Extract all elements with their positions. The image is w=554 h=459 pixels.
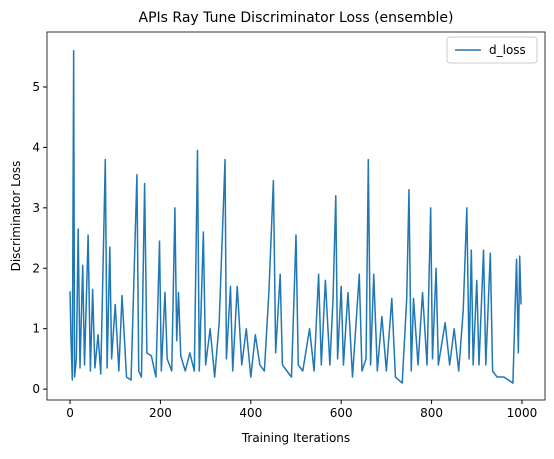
y-tick-label: 3 (32, 201, 40, 215)
y-tick-label: 0 (32, 382, 40, 396)
x-tick-label: 600 (330, 406, 353, 420)
legend-label: d_loss (489, 43, 526, 57)
x-tick-label: 1000 (507, 406, 538, 420)
y-tick-label: 2 (32, 261, 40, 275)
y-tick-label: 4 (32, 140, 40, 154)
y-tick-label: 5 (32, 80, 40, 94)
x-tick-label: 0 (66, 406, 74, 420)
y-axis-label: Discriminator Loss (9, 161, 23, 272)
x-tick-label: 200 (149, 406, 172, 420)
loss-line (69, 49, 522, 384)
plot-frame (46, 31, 546, 401)
y-tick-label: 1 (32, 322, 40, 336)
legend-box (446, 36, 538, 64)
chart-title: APIs Ray Tune Discriminator Loss (ensemb… (139, 10, 454, 26)
x-tick-label: 400 (239, 406, 262, 420)
x-tick-label: 800 (420, 406, 443, 420)
x-axis-label: Training Iterations (241, 431, 350, 445)
